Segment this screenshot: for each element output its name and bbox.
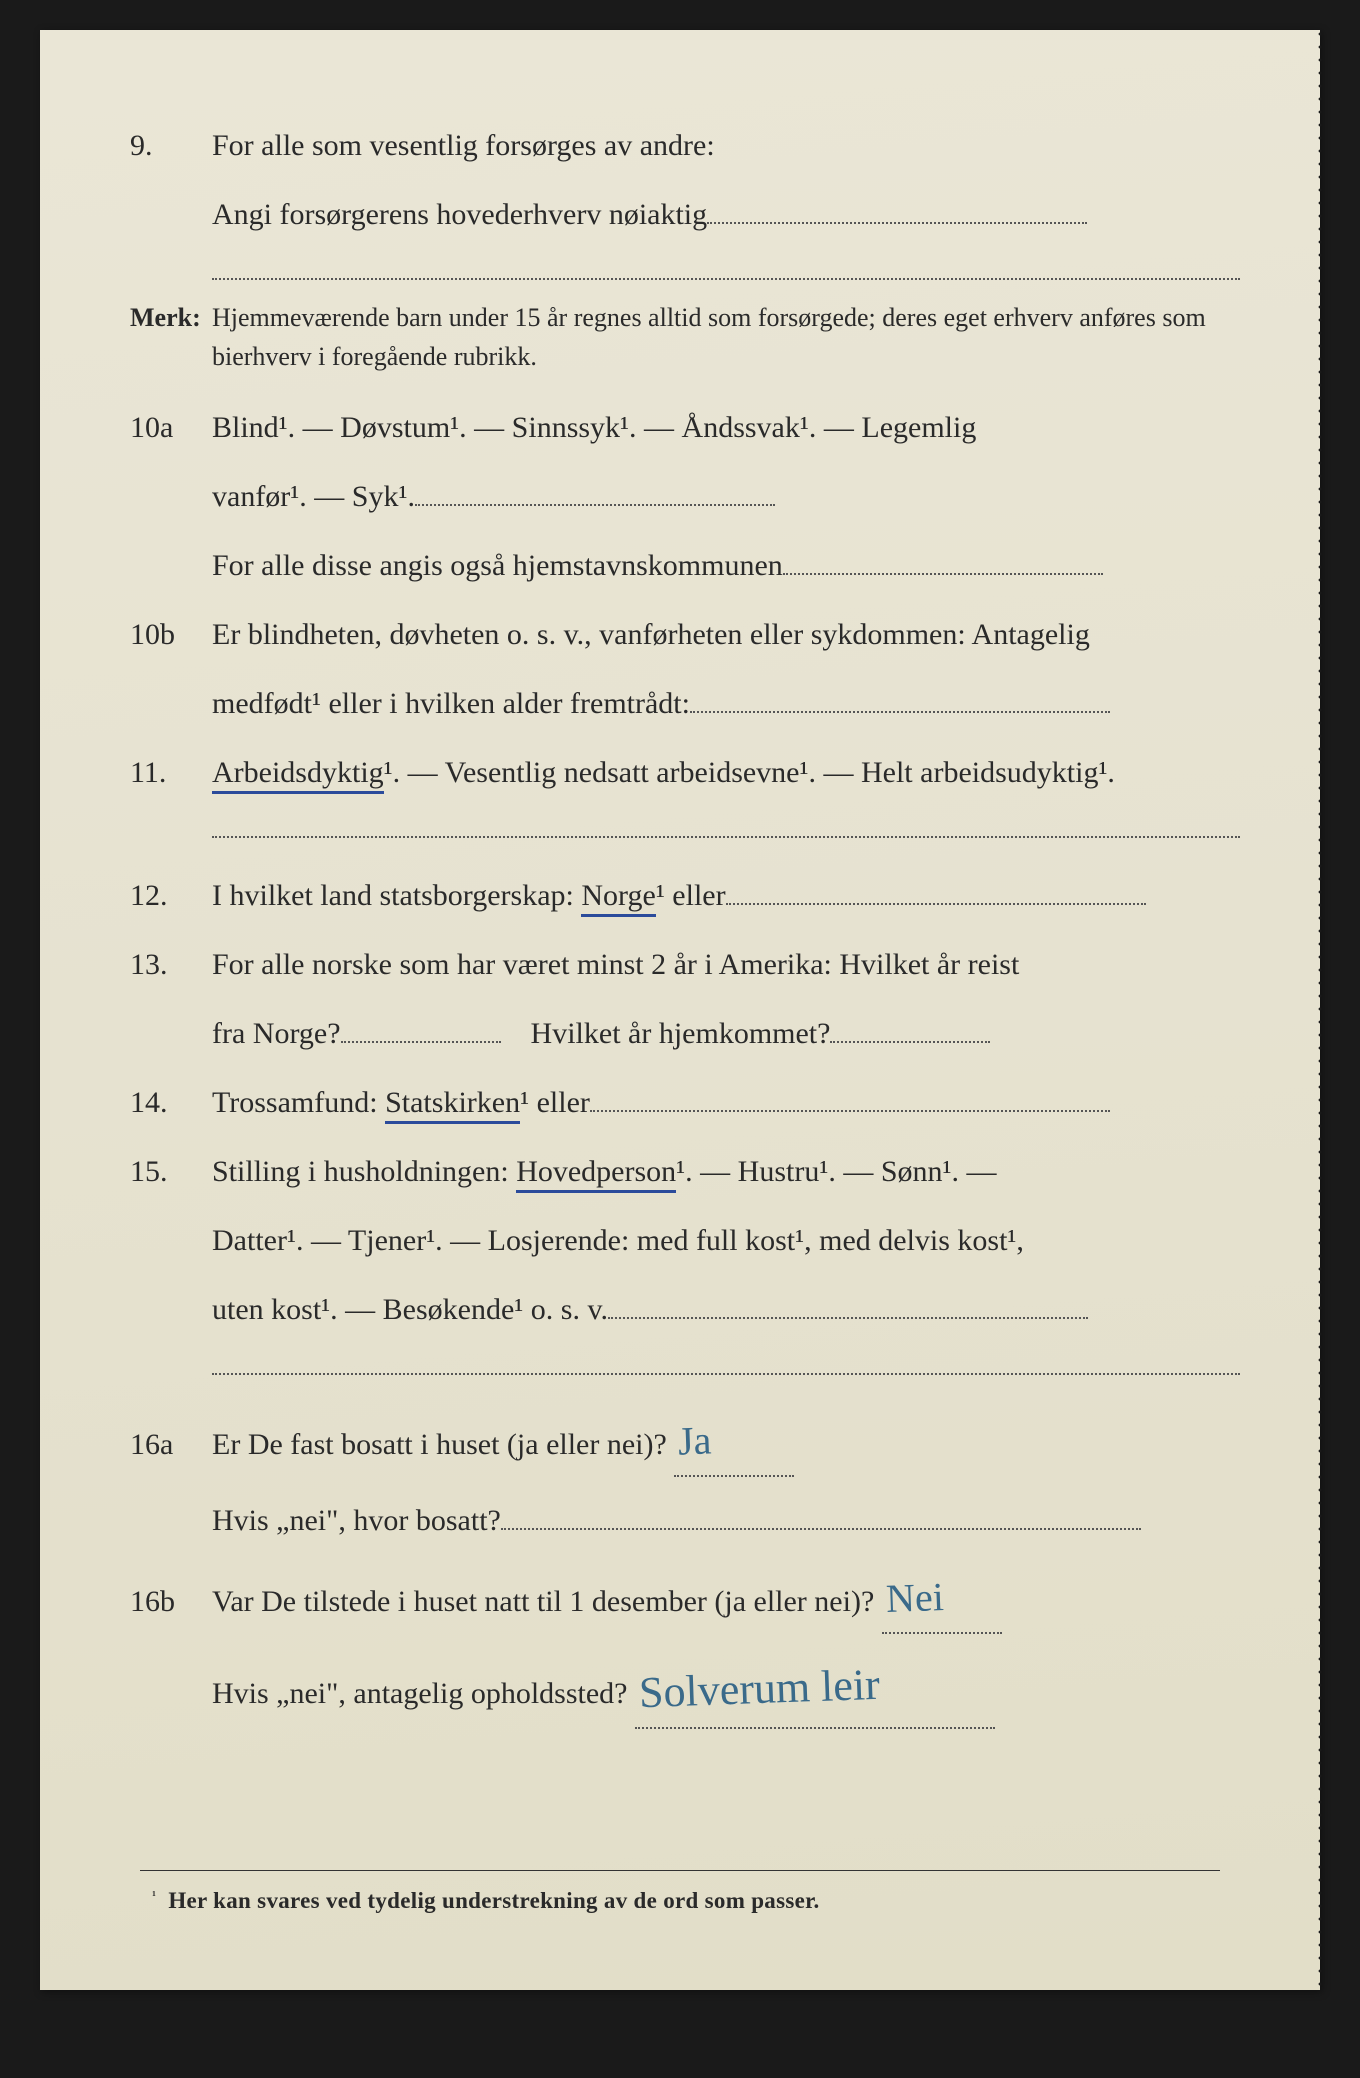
- q14-blank: [590, 1110, 1110, 1112]
- question-15-line2: Datter¹. — Tjener¹. — Losjerende: med fu…: [130, 1215, 1240, 1266]
- q14-post: ¹ eller: [520, 1086, 590, 1119]
- form-page: 9. For alle som vesentlig forsørges av a…: [40, 30, 1320, 1990]
- footnote-marker: ¹: [152, 1888, 156, 1902]
- question-15-line3: uten kost¹. — Besøkende¹ o. s. v.: [130, 1284, 1240, 1375]
- q14-pre: Trossamfund:: [212, 1086, 385, 1119]
- q13-line2b: Hvilket år hjemkommet?: [531, 1017, 831, 1050]
- question-12: 12. I hvilket land statsborgerskap: Norg…: [130, 870, 1240, 921]
- question-10b-line2: medfødt¹ eller i hvilken alder fremtrådt…: [130, 678, 1240, 729]
- q10b-number: 10b: [130, 609, 212, 660]
- q11-blank: [212, 804, 1240, 838]
- q16b-ans1-line: Nei: [882, 1564, 1002, 1634]
- merk-note: Merk: Hjemmeværende barn under 15 år reg…: [130, 298, 1240, 376]
- q16a-q2: Hvis „nei", hvor bosatt?: [212, 1504, 501, 1537]
- q9-body: For alle som vesentlig forsørges av andr…: [212, 120, 1240, 171]
- q9-number: 9.: [130, 120, 212, 171]
- question-14: 14. Trossamfund: Statskirken¹ eller: [130, 1077, 1240, 1128]
- q16a-ans1: Ja: [673, 1406, 717, 1475]
- q13-blank2: [830, 1041, 990, 1043]
- q11-number: 11.: [130, 747, 212, 798]
- q16a-q1: Er De fast bosatt i huset (ja eller nei)…: [212, 1428, 667, 1461]
- question-10a: 10a Blind¹. — Døvstum¹. — Sinnssyk¹. — Å…: [130, 402, 1240, 453]
- q15-rest1: ¹. — Hustru¹. — Sønn¹. —: [676, 1155, 996, 1188]
- question-16b-line2: Hvis „nei", antagelig opholdssted? Solve…: [130, 1652, 1240, 1729]
- q16b-q2: Hvis „nei", antagelig opholdssted?: [212, 1677, 628, 1710]
- question-13: 13. For alle norske som har været minst …: [130, 939, 1240, 990]
- q15-selected: Hovedperson: [516, 1155, 676, 1193]
- q15-blank-full: [212, 1341, 1240, 1375]
- q13-number: 13.: [130, 939, 212, 990]
- q15-line2: Datter¹. — Tjener¹. — Losjerende: med fu…: [212, 1215, 1240, 1266]
- footnote-rule: [140, 1870, 1220, 1871]
- q9-blank-full: [212, 246, 1240, 280]
- q10a-number: 10a: [130, 402, 212, 453]
- q10a-options: Blind¹. — Døvstum¹. — Sinnssyk¹. — Åndss…: [212, 411, 976, 444]
- q9-line1: For alle som vesentlig forsørges av andr…: [212, 129, 715, 162]
- q10b-blank: [690, 711, 1110, 713]
- question-16a-line2: Hvis „nei", hvor bosatt?: [130, 1495, 1240, 1546]
- question-16b: 16b Var De tilstede i huset natt til 1 d…: [130, 1564, 1240, 1634]
- q13-line2a: fra Norge?: [212, 1017, 341, 1050]
- q13-blank1: [341, 1041, 501, 1043]
- q10a-blank1: [415, 504, 775, 506]
- question-9-line2-row: Angi forsørgerens hovederhverv nøiaktig: [130, 189, 1240, 280]
- q12-post: ¹ eller: [656, 879, 726, 912]
- footnote-section: ¹ Her kan svares ved tydelig understrekn…: [140, 1870, 1220, 1920]
- q16a-number: 16a: [130, 1419, 212, 1470]
- q16b-ans2-line: Solverum leir: [635, 1652, 995, 1729]
- question-13-line2: fra Norge? Hvilket år hjemkommet?: [130, 1008, 1240, 1059]
- q14-number: 14.: [130, 1077, 212, 1128]
- q11-selected: Arbeidsdyktig: [212, 756, 384, 794]
- q16b-q1: Var De tilstede i huset natt til 1 desem…: [212, 1585, 874, 1618]
- question-16a: 16a Er De fast bosatt i huset (ja eller …: [130, 1407, 1240, 1477]
- q15-blank: [608, 1317, 1088, 1319]
- q15-pre: Stilling i husholdningen:: [212, 1155, 516, 1188]
- q12-pre: I hvilket land statsborgerskap:: [212, 879, 581, 912]
- q12-selected: Norge: [581, 879, 655, 917]
- q15-line3-text: uten kost¹. — Besøkende¹ o. s. v.: [212, 1293, 608, 1326]
- question-10a-line3: For alle disse angis også hjemstavnskomm…: [130, 540, 1240, 591]
- q13-line1: For alle norske som har været minst 2 år…: [212, 948, 1019, 981]
- q16b-ans1: Nei: [881, 1563, 949, 1633]
- merk-text: Hjemmeværende barn under 15 år regnes al…: [212, 298, 1240, 376]
- q12-blank: [726, 903, 1146, 905]
- q16b-number: 16b: [130, 1576, 212, 1627]
- q10a-blank2: [783, 573, 1103, 575]
- question-10b: 10b Er blindheten, døvheten o. s. v., va…: [130, 609, 1240, 660]
- q9-line2: Angi forsørgerens hovederhverv nøiaktig: [212, 198, 707, 231]
- q10b-line2-text: medfødt¹ eller i hvilken alder fremtrådt…: [212, 687, 690, 720]
- q10a-line2-text: For alle disse angis også hjemstavnskomm…: [212, 549, 783, 582]
- q15-number: 15.: [130, 1146, 212, 1197]
- q14-selected: Statskirken: [385, 1086, 520, 1124]
- q10a-options2: vanfør¹. — Syk¹.: [212, 480, 415, 513]
- q16a-ans1-line: Ja: [674, 1407, 794, 1477]
- q16a-blank2: [501, 1528, 1141, 1530]
- question-10a-line2: vanfør¹. — Syk¹.: [130, 471, 1240, 522]
- footnote-body: Her kan svares ved tydelig understreknin…: [168, 1888, 819, 1913]
- question-11: 11. Arbeidsdyktig¹. — Vesentlig nedsatt …: [130, 747, 1240, 838]
- footnote-text: ¹ Her kan svares ved tydelig understrekn…: [140, 1881, 1220, 1920]
- q11-rest: ¹. — Vesentlig nedsatt arbeidsevne¹. — H…: [384, 756, 1115, 789]
- q10b-line1: Er blindheten, døvheten o. s. v., vanfør…: [212, 618, 1090, 651]
- merk-label: Merk:: [130, 298, 212, 376]
- perforation-edge: [1314, 30, 1326, 1990]
- q16b-ans2: Solverum leir: [634, 1648, 885, 1731]
- q12-number: 12.: [130, 870, 212, 921]
- question-9: 9. For alle som vesentlig forsørges av a…: [130, 120, 1240, 171]
- q9-blank: [707, 222, 1087, 224]
- question-15: 15. Stilling i husholdningen: Hovedperso…: [130, 1146, 1240, 1197]
